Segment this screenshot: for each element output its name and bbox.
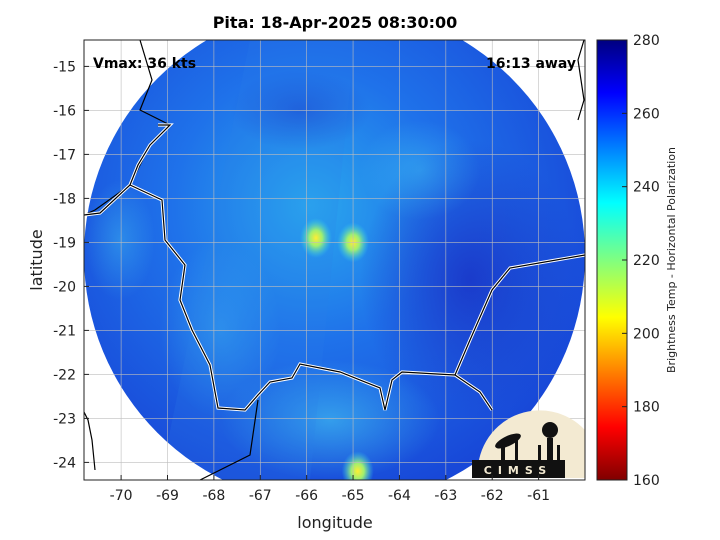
grid: [84, 40, 585, 480]
x-tick-label: -67: [249, 488, 272, 504]
chart-title: Pita: 18-Apr-2025 08:30:00: [213, 13, 458, 32]
y-tick-label: -19: [53, 235, 76, 251]
map-boundaries: [84, 40, 585, 480]
y-tick-label: -22: [53, 367, 76, 383]
x-tick-label: -66: [295, 488, 318, 504]
colorbar-tick-label: 240: [633, 180, 660, 196]
y-axis-label: latitude: [27, 229, 46, 290]
y-tick-label: -23: [53, 411, 76, 427]
swath: [84, 40, 585, 480]
x-tick-label: -61: [527, 488, 550, 504]
y-tick-label: -18: [53, 191, 76, 207]
x-tick-label: -64: [388, 488, 411, 504]
x-tick-label: -70: [110, 488, 133, 504]
x-tick-label: -63: [434, 488, 457, 504]
y-tick-label: -20: [53, 279, 76, 295]
border-black: [84, 124, 585, 411]
warm-spot-2: [341, 451, 374, 480]
x-tick-label: -69: [156, 488, 179, 504]
vmax-annotation: Vmax: 36 kts: [93, 56, 196, 72]
y-tick-label: -15: [53, 59, 76, 75]
cimss-logo-text: CIMSS: [484, 464, 552, 477]
swath-texture: [85, 40, 580, 480]
y-ticks: -15 -16 -17 -18 -19 -20 -21 -22 -23 -24: [53, 59, 89, 471]
y-tick-label: -17: [53, 147, 76, 163]
x-tick-label: -65: [342, 488, 365, 504]
axes-box: [83, 39, 586, 481]
x-tick-label: -68: [202, 488, 225, 504]
y-tick-label: -21: [53, 323, 76, 339]
cimss-logo: CIMSS: [472, 410, 585, 478]
distance-annotation: 16:13 away: [486, 56, 576, 72]
colorbar-tick-label: 260: [633, 106, 660, 122]
x-tick-label: -62: [481, 488, 504, 504]
y-tick-label: -24: [53, 455, 76, 471]
warm-spot-1: [299, 218, 332, 258]
colorbar-tick-label: 280: [633, 33, 660, 49]
colorbar-tick-label: 160: [633, 473, 660, 489]
colorbar-ticks: 160 180 200 220 240 260 280: [622, 33, 660, 489]
y-tick-label: -16: [53, 103, 76, 119]
colorbar-tick-label: 180: [633, 400, 660, 416]
x-axis-label: longitude: [297, 513, 372, 532]
colorbar-label: Brightness Temp - Horizontal Polarizatio…: [665, 147, 678, 373]
colorbar-tick-label: 200: [633, 326, 660, 342]
x-ticks: -70 -69 -68 -67 -66 -65 -64 -63 -62 -61: [110, 475, 550, 504]
colorbar-tick-label: 220: [633, 253, 660, 269]
